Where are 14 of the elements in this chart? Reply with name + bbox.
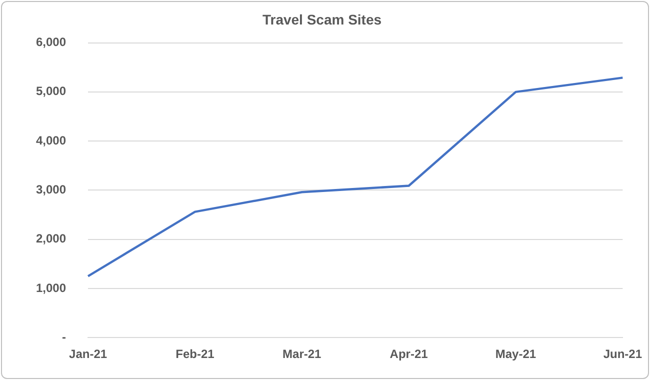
y-tick-label: 4,000	[36, 133, 66, 148]
chart-title: Travel Scam Sites	[262, 11, 382, 28]
y-tick-label: 2,000	[36, 232, 66, 246]
x-tick-label: Jun-21	[603, 347, 642, 362]
x-tick-label: Jan-21	[69, 347, 108, 362]
y-tick-label: -	[62, 330, 66, 344]
x-tick-label: May-21	[495, 347, 536, 362]
y-tick-label: 6,000	[36, 35, 66, 50]
x-tick-label: Mar-21	[282, 347, 322, 362]
y-tick-label: 1,000	[36, 280, 66, 295]
y-tick-label: 5,000	[36, 84, 66, 98]
x-tick-label: Apr-21	[390, 347, 428, 362]
x-tick-label: Feb-21	[176, 347, 215, 362]
y-tick-label: 3,000	[36, 182, 66, 197]
